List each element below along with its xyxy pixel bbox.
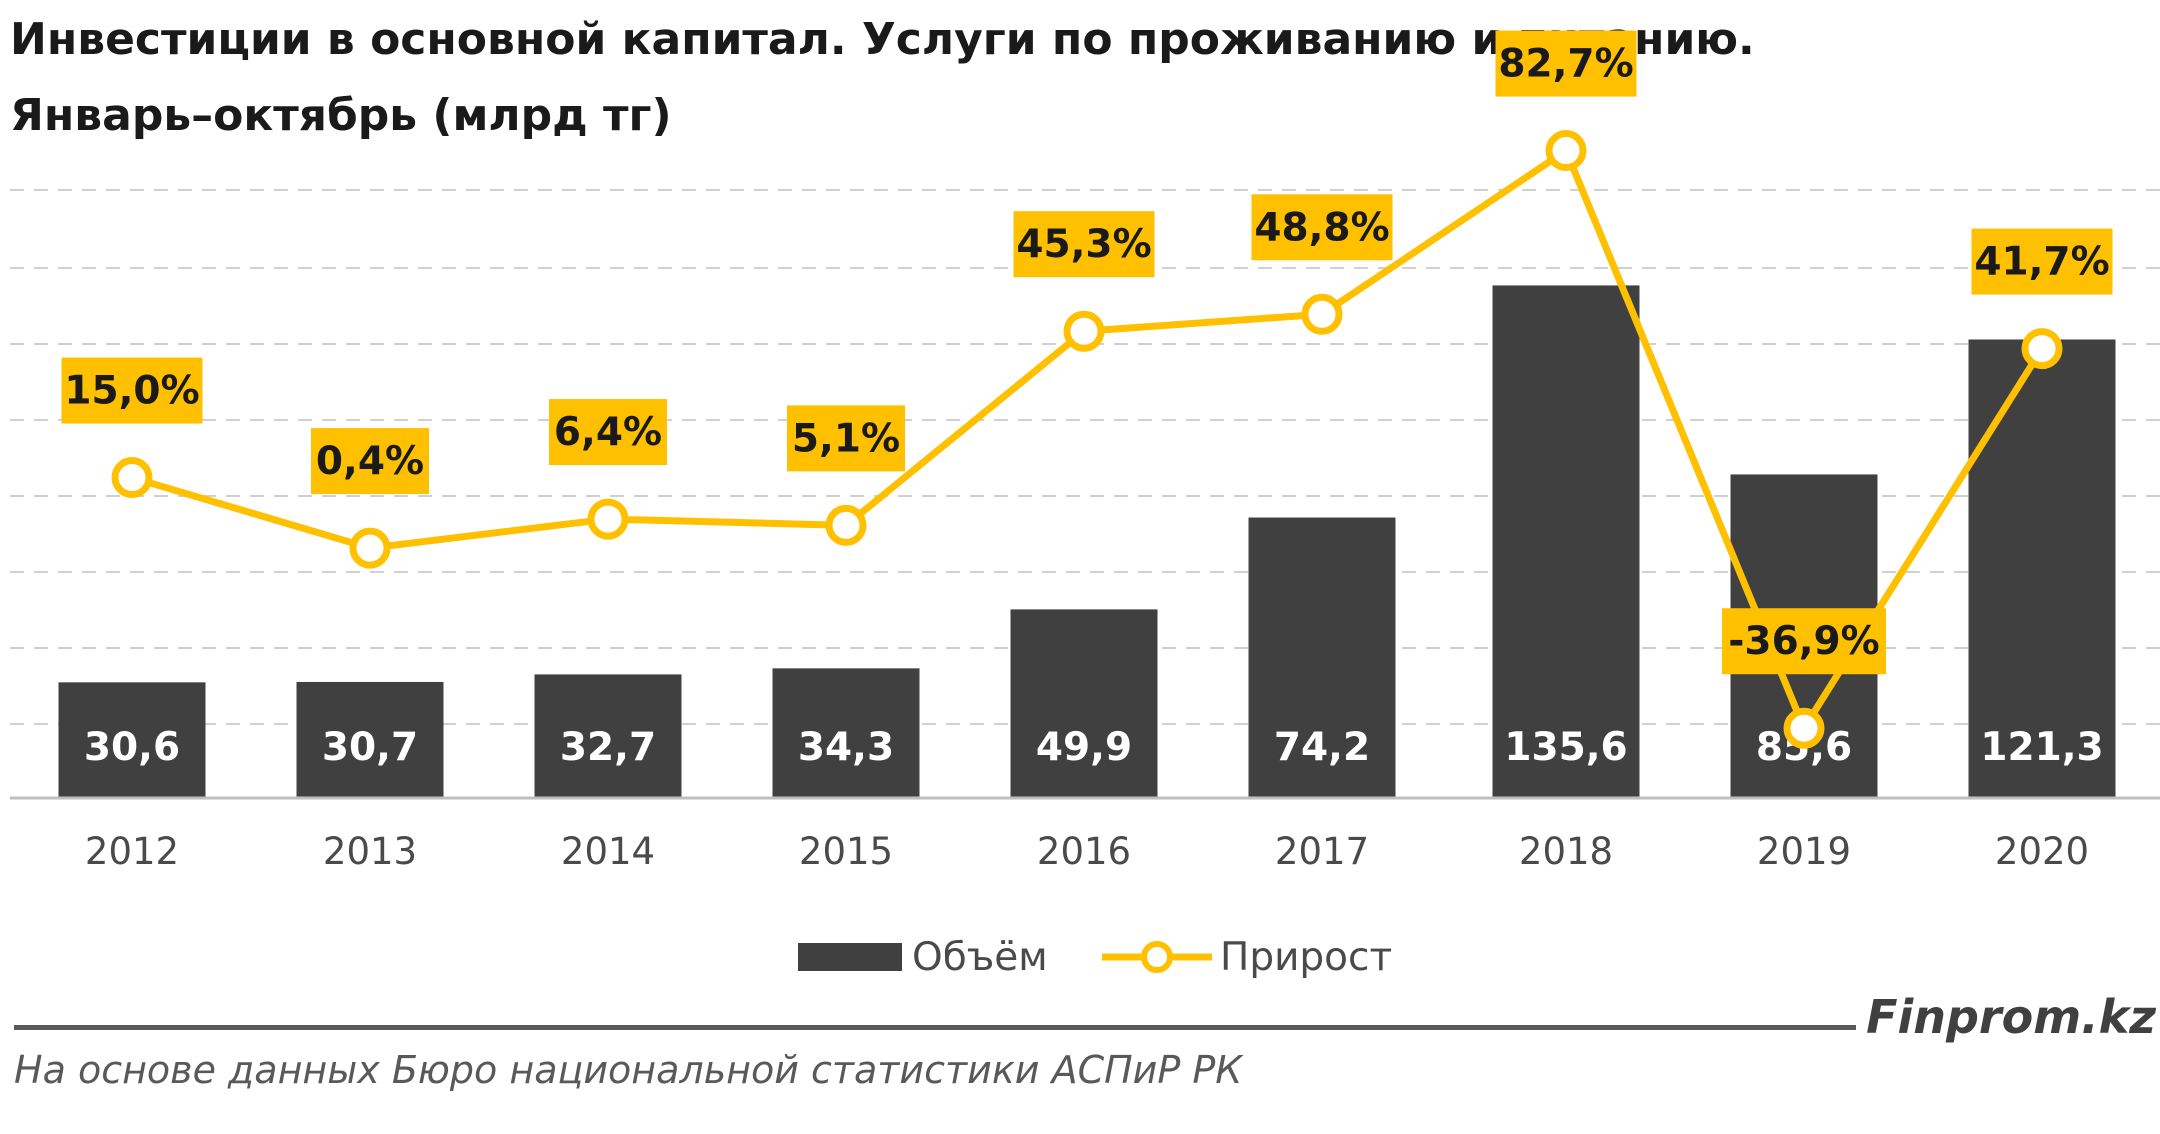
growth-label: 0,4% [311, 428, 429, 495]
x-tick-label: 2014 [561, 830, 655, 873]
growth-label: 82,7% [1495, 30, 1637, 97]
growth-label-box [549, 399, 667, 466]
chart-title-line-2: Январь–октябрь (млрд тг) [10, 90, 672, 141]
growth-marker [2021, 328, 2063, 370]
growth-label-text: 82,7% [1498, 42, 1633, 87]
growth-marker [1301, 293, 1343, 335]
legend-label-growth: Прирост [1220, 935, 1392, 980]
bar [58, 682, 206, 798]
growth-labels: 15,0% 0,4% 6,4% 5,1% 45,3% 48,8% 82,7% -36,9% 41… [61, 30, 2113, 675]
growth-label: 15,0% [61, 357, 203, 424]
growth-marker [1063, 310, 1105, 352]
legend-label-volume: Объём [912, 935, 1048, 980]
x-axis-tick-labels: 2012 2013 2014 2015 2016 2017 2018 2019 2020 [85, 830, 2089, 873]
growth-label-box [1971, 228, 2113, 295]
legend: Объём Прирост [798, 935, 1392, 980]
bar-value-label: 74,2 [1274, 725, 1370, 770]
growth-label-box [1013, 211, 1155, 278]
growth-marker [349, 527, 391, 569]
bar-value-label: 30,6 [84, 725, 180, 770]
bar-value-label: 135,6 [1504, 725, 1627, 770]
footer-divider [14, 1025, 1856, 1030]
growth-label-text: 48,8% [1254, 205, 1389, 250]
growth-marker [825, 504, 867, 546]
growth-label-box [787, 405, 905, 472]
growth-label-box [61, 357, 203, 424]
x-tick-label: 2018 [1519, 830, 1613, 873]
bar [296, 681, 444, 798]
growth-label: 41,7% [1971, 228, 2113, 295]
growth-label-text: 5,1% [792, 416, 900, 461]
chart-title-line-1: Инвестиции в основной капитал. Услуги по… [10, 14, 1755, 65]
x-tick-label: 2020 [1995, 830, 2089, 873]
growth-label-box [1495, 30, 1637, 97]
growth-marker [111, 457, 153, 499]
growth-label-box [1251, 194, 1393, 261]
source-note: На основе данных Бюро национальной стати… [14, 1048, 1243, 1092]
bar-value-label: 34,3 [798, 725, 894, 770]
growth-label-text: 6,4% [554, 410, 662, 455]
bar-value-label: 30,7 [322, 725, 418, 770]
bar-value-label: 121,3 [1980, 725, 2103, 770]
growth-label-box [1722, 608, 1886, 675]
bar [1248, 517, 1396, 798]
growth-label-text: -36,9% [1728, 619, 1880, 664]
growth-markers [111, 130, 2063, 749]
bar-value-label: 49,9 [1036, 725, 1132, 770]
growth-label: 6,4% [549, 399, 667, 466]
x-tick-label: 2019 [1757, 830, 1851, 873]
x-tick-label: 2013 [323, 830, 417, 873]
legend-bar-swatch [798, 943, 902, 971]
growth-label: 5,1% [787, 405, 905, 472]
bar-value-label: 32,7 [560, 725, 656, 770]
growth-label: 45,3% [1013, 211, 1155, 278]
growth-marker [587, 498, 629, 540]
growth-label: 48,8% [1251, 194, 1393, 261]
brand-logo-text: Finprom.kz [1866, 990, 2156, 1044]
growth-label: -36,9% [1722, 608, 1886, 675]
x-tick-label: 2016 [1037, 830, 1131, 873]
growth-label-text: 0,4% [316, 439, 424, 484]
bar [1968, 339, 2116, 798]
legend-line-marker [1141, 941, 1173, 973]
bar [772, 668, 920, 798]
bar [534, 674, 682, 798]
chart-title: Инвестиции в основной капитал. Услуги по… [10, 2, 1755, 154]
x-tick-label: 2015 [799, 830, 893, 873]
x-tick-label: 2012 [85, 830, 179, 873]
bar [1492, 285, 1640, 798]
growth-label-text: 41,7% [1974, 240, 2109, 285]
growth-label-text: 15,0% [64, 369, 199, 414]
growth-label-box [311, 428, 429, 495]
growth-marker [1783, 707, 1825, 749]
growth-marker [1545, 130, 1587, 172]
bar [1010, 609, 1158, 798]
growth-label-text: 45,3% [1016, 222, 1151, 267]
x-tick-label: 2017 [1275, 830, 1369, 873]
